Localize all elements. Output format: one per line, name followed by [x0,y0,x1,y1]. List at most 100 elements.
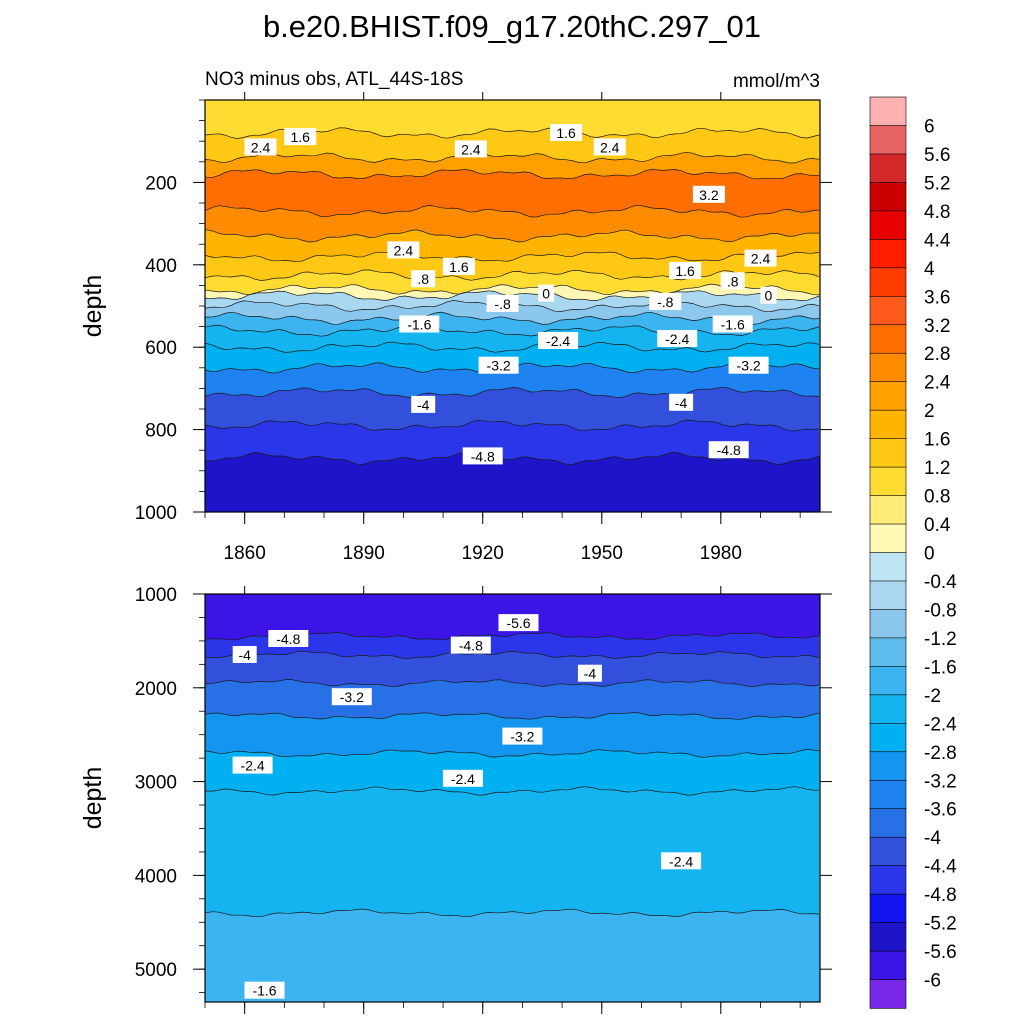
x-tick-label: 1890 [343,543,385,564]
svg-text:-4: -4 [238,647,251,663]
colorbar-tick-label: 4.4 [924,230,951,251]
colorbar-tick-label: 3.6 [924,287,950,308]
colorbar-swatch [869,125,907,155]
contour-line [205,712,820,720]
chart-title: b.e20.BHIST.f09_g17.20thC.297_01 [263,9,761,44]
contour-line [205,679,820,688]
contour-band [205,908,820,1002]
colorbar-swatch [869,723,907,753]
svg-text:2.4: 2.4 [600,139,620,155]
contour-label: -1.6 [399,315,440,333]
contour-line [205,908,820,918]
colorbar-swatch [869,751,907,781]
svg-text:.8: .8 [727,273,739,289]
y-tick-label: 5000 [135,960,177,981]
svg-text:1.6: 1.6 [675,263,695,279]
svg-text:-1.6: -1.6 [721,317,745,333]
colorbar-tick-label: -4 [924,828,941,849]
colorbar-tick-label: -3.2 [924,771,957,792]
svg-text:-3.2: -3.2 [487,358,511,374]
colorbar-swatch [869,552,907,582]
contour-line [205,451,820,465]
colorbar-tick-label: -2.4 [924,714,957,735]
colorbar-tick-label: -3.6 [924,800,957,821]
colorbar-swatch [869,267,907,297]
colorbar-swatch [869,808,907,838]
svg-text:-4: -4 [584,666,597,682]
svg-text:-2.4: -2.4 [451,771,475,787]
contour-label: -4.8 [462,447,503,465]
contour-label: -4 [577,664,602,682]
svg-text:2.4: 2.4 [461,141,481,157]
x-tick-label: 1950 [581,543,623,564]
svg-text:-.8: -.8 [657,294,674,310]
contour-label: -2.4 [657,330,698,347]
colorbar-tick-label: 6 [924,117,935,138]
colorbar-tick-label: 0.8 [924,487,950,508]
contour-line [205,269,820,281]
svg-text:-5.6: -5.6 [506,615,530,631]
colorbar-tick-label: -2 [924,686,941,707]
contour-line [205,283,820,296]
contour-line [205,229,819,243]
colorbar-tick-label: -4.4 [924,857,957,878]
y-tick-label: 800 [145,421,177,442]
upper-contour-labels: 1.6 2.4 2.4 1.6 2.4 3.2 2.4 1.6 2.4 1.6 .8 .8 0 0 -.8 -… [244,124,777,465]
colorbar-swatch [869,666,907,696]
colorbar-tick-label: 0 [924,544,935,565]
svg-text:-1.6: -1.6 [407,317,431,333]
colorbar-swatch [869,694,907,725]
contour-band [205,451,820,512]
contour-label: -3.2 [331,688,372,706]
colorbar-tick-label: 4 [924,259,935,280]
contour-label: -4 [232,646,257,663]
colorbar-swatch [869,466,907,497]
contour-label: 1.6 [550,124,583,141]
contour-line [205,169,820,180]
contour-label: -3.2 [728,356,769,374]
contour-label: -2.4 [232,756,273,774]
svg-text:.8: .8 [417,271,429,287]
svg-text:0: 0 [765,288,773,304]
svg-text:0: 0 [542,286,550,302]
contour-label: -4 [669,393,694,411]
upper-y-axis-label: depth [79,275,107,338]
svg-text:-2.4: -2.4 [241,758,265,774]
colorbar-tick-label: -5.2 [924,914,957,935]
colorbar-swatch [869,324,907,354]
svg-text:-2.4: -2.4 [546,333,570,349]
contour-label: 2.4 [593,138,626,156]
colorbar-swatch [869,495,907,525]
lower-fills [205,594,820,1002]
contour-band [205,679,820,720]
colorbar-swatch [869,239,907,269]
lower-y-axis-label: depth [79,767,107,830]
svg-text:-4.8: -4.8 [276,631,300,647]
contour-line [205,204,820,218]
contour-label: -3.2 [478,356,519,374]
svg-text:-4: -4 [417,397,430,413]
colorbar-swatch [869,609,907,639]
svg-text:-2.4: -2.4 [669,853,693,869]
colorbar-swatch [869,295,907,326]
upper-axes: 1860 1890 1920 1950 1980 200 400 600 800 1000 [135,92,832,564]
upper-contour-lines [205,127,820,465]
chart-units-label: mmol/m^3 [733,71,820,92]
colorbar-tick-label: 0.4 [924,515,951,536]
colorbar: 6 5.6 5.2 4.8 4.4 4 3.6 3.2 2.8 2.4 2 1.6 1.2 0.8 0.4 0… [869,96,957,1009]
colorbar-tick-label: 5.2 [924,173,950,194]
colorbar-swatch [869,352,907,383]
colorbar-tick-label: 5.6 [924,145,950,166]
contour-line [205,324,820,337]
y-tick-label: 3000 [135,773,177,794]
svg-text:-1.6: -1.6 [252,983,276,999]
contour-label: -4.8 [708,441,749,459]
contour-line [205,386,820,398]
svg-text:1.6: 1.6 [556,125,576,141]
y-tick-label: 600 [145,338,177,359]
svg-text:-4.8: -4.8 [717,442,741,458]
chart-subtitle-left: NO3 minus obs, ATL_44S-18S [205,69,463,90]
lower-contour-labels: -5.6 -4.8 -4.8 -4 -4 -3.2 -3.2 -2.4 -2.4 -2.4 -1.6 [232,614,702,999]
svg-text:-3.2: -3.2 [737,358,761,374]
contour-line [205,251,820,263]
